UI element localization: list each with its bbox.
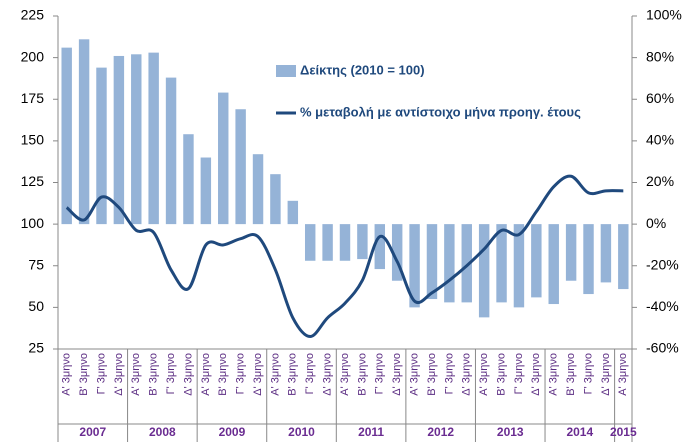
year-label: 2015 (610, 425, 637, 439)
x-tick-label: Α' 3μηνο (617, 353, 629, 396)
x-tick-label: Α' 3μηνο (548, 353, 560, 396)
year-label: 2008 (149, 425, 176, 439)
x-tick-label: Α' 3μηνο (339, 353, 351, 396)
y2-tick-label: 0% (646, 215, 666, 231)
x-tick-label: Α' 3μηνο (61, 353, 73, 396)
bar (183, 134, 194, 225)
x-tick-label: Γ' 3μηνο (235, 353, 247, 394)
y-tick-label: 225 (21, 7, 45, 23)
bar (61, 47, 72, 225)
bar (252, 154, 264, 225)
bar (444, 224, 455, 303)
x-tick-label: Δ' 3μηνο (530, 353, 542, 396)
bar (218, 92, 229, 225)
x-tick-label: Α' 3μηνο (200, 353, 212, 396)
x-tick-label: Δ' 3μηνο (600, 353, 612, 396)
year-label: 2012 (427, 425, 454, 439)
bar (148, 52, 159, 225)
bar (357, 224, 368, 260)
legend-label: % μεταβολή με αντίστοιχο μήνα προηγ. έτο… (300, 104, 581, 119)
y2-tick-label: -20% (646, 256, 679, 272)
bar (235, 109, 246, 225)
bar (374, 224, 386, 270)
year-label: 2013 (497, 425, 524, 439)
y-tick-label: 100 (21, 215, 45, 231)
bar (618, 224, 629, 290)
y-tick-label: 125 (21, 173, 45, 189)
y-tick-label: 25 (28, 340, 44, 356)
y-tick-label: 150 (21, 132, 45, 148)
y2-tick-label: 20% (646, 173, 674, 189)
y2-tick-label: -40% (646, 298, 679, 314)
x-tick-label: Α' 3μηνο (408, 353, 420, 396)
x-tick-label: Β' 3μηνο (565, 353, 577, 396)
x-tick-label: Β' 3μηνο (356, 353, 368, 396)
year-label: 2011 (358, 425, 384, 439)
bar (478, 224, 490, 318)
x-tick-label: Β' 3μηνο (495, 353, 507, 396)
x-tick-label: Δ' 3μηνο (252, 353, 264, 396)
year-label: 2009 (219, 425, 246, 439)
bar (322, 224, 333, 261)
y-tick-label: 200 (21, 48, 45, 64)
bar (131, 54, 142, 225)
bar (113, 55, 125, 225)
bar (96, 67, 107, 225)
x-tick-label: Α' 3μηνο (269, 353, 281, 396)
x-tick-label: Γ' 3μηνο (95, 353, 107, 394)
bar (78, 39, 90, 225)
x-tick-label: Γ' 3μηνο (374, 353, 386, 394)
y-tick-label: 175 (21, 90, 45, 106)
bar (565, 224, 577, 281)
bar (165, 77, 177, 225)
bar (600, 224, 612, 283)
bar (304, 224, 316, 261)
line (65, 174, 624, 339)
x-tick-label: Β' 3μηνο (426, 353, 438, 396)
bar (548, 224, 559, 305)
y2-tick-label: 40% (646, 132, 674, 148)
x-tick-label: Δ' 3μηνο (182, 353, 194, 396)
y2-tick-label: -60% (646, 340, 679, 356)
x-tick-label: Β' 3μηνο (287, 353, 299, 396)
y-tick-label: 50 (28, 298, 44, 314)
bar (513, 224, 525, 308)
x-tick-label: Α' 3μηνο (478, 353, 490, 396)
x-tick-label: Β' 3μηνο (148, 353, 160, 396)
legend-label: Δείκτης (2010 = 100) (300, 62, 425, 77)
x-tick-label: Δ' 3μηνο (391, 353, 403, 396)
x-tick-label: Γ' 3μηνο (443, 353, 455, 394)
y2-tick-label: 100% (646, 7, 682, 23)
bar (409, 224, 420, 308)
x-tick-label: Δ' 3μηνο (322, 353, 334, 396)
bar (496, 224, 507, 303)
bar (531, 224, 542, 298)
bar (287, 200, 299, 225)
x-tick-label: Γ' 3μηνο (582, 353, 594, 394)
bar (270, 174, 281, 225)
x-tick-label: Δ' 3μηνο (113, 353, 125, 396)
x-tick-label: Γ' 3μηνο (304, 353, 316, 394)
x-tick-label: Δ' 3μηνο (461, 353, 473, 396)
bar (391, 224, 403, 281)
x-tick-label: Β' 3μηνο (217, 353, 229, 396)
x-tick-label: Α' 3μηνο (130, 353, 142, 396)
bar (583, 224, 594, 295)
x-tick-label: Γ' 3μηνο (513, 353, 525, 394)
x-tick-label: Β' 3μηνο (78, 353, 90, 396)
y-tick-label: 75 (28, 256, 44, 272)
y2-tick-label: 60% (646, 90, 674, 106)
year-label: 2010 (288, 425, 315, 439)
x-tick-label: Γ' 3μηνο (165, 353, 177, 394)
bar (461, 224, 472, 303)
legend-swatch (276, 65, 296, 77)
bar (426, 224, 438, 300)
bar (200, 157, 212, 225)
y2-tick-label: 80% (646, 48, 674, 64)
year-label: 2014 (566, 425, 593, 439)
year-label: 2007 (79, 425, 106, 439)
bar (339, 224, 351, 261)
